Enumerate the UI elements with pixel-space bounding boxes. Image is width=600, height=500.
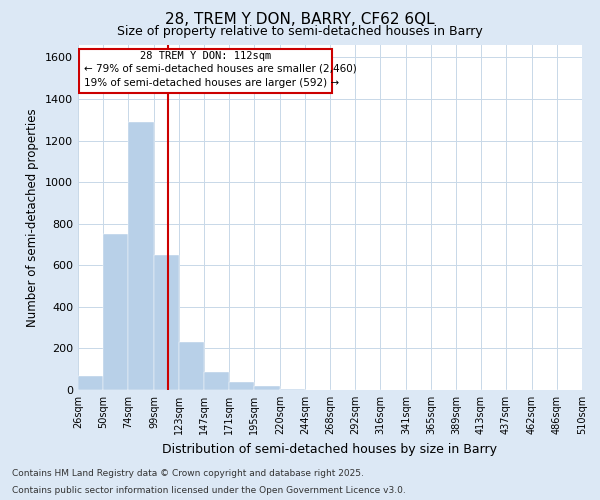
Bar bbox=[254, 386, 280, 390]
Bar bbox=[229, 382, 254, 390]
Bar bbox=[103, 234, 128, 390]
Y-axis label: Number of semi-detached properties: Number of semi-detached properties bbox=[26, 108, 40, 327]
Text: 19% of semi-detached houses are larger (592) →: 19% of semi-detached houses are larger (… bbox=[84, 78, 340, 88]
Text: Size of property relative to semi-detached houses in Barry: Size of property relative to semi-detach… bbox=[117, 25, 483, 38]
Bar bbox=[280, 389, 305, 390]
Bar bbox=[78, 376, 103, 390]
Text: Contains HM Land Registry data © Crown copyright and database right 2025.: Contains HM Land Registry data © Crown c… bbox=[12, 468, 364, 477]
Bar bbox=[154, 255, 179, 390]
Text: 28, TREM Y DON, BARRY, CF62 6QL: 28, TREM Y DON, BARRY, CF62 6QL bbox=[165, 12, 435, 28]
Bar bbox=[179, 342, 204, 390]
Text: 28 TREM Y DON: 112sqm: 28 TREM Y DON: 112sqm bbox=[140, 51, 271, 61]
Bar bbox=[128, 122, 154, 390]
FancyBboxPatch shape bbox=[79, 49, 332, 93]
Bar bbox=[204, 372, 229, 390]
X-axis label: Distribution of semi-detached houses by size in Barry: Distribution of semi-detached houses by … bbox=[163, 442, 497, 456]
Text: ← 79% of semi-detached houses are smaller (2,460): ← 79% of semi-detached houses are smalle… bbox=[84, 64, 357, 74]
Text: Contains public sector information licensed under the Open Government Licence v3: Contains public sector information licen… bbox=[12, 486, 406, 495]
